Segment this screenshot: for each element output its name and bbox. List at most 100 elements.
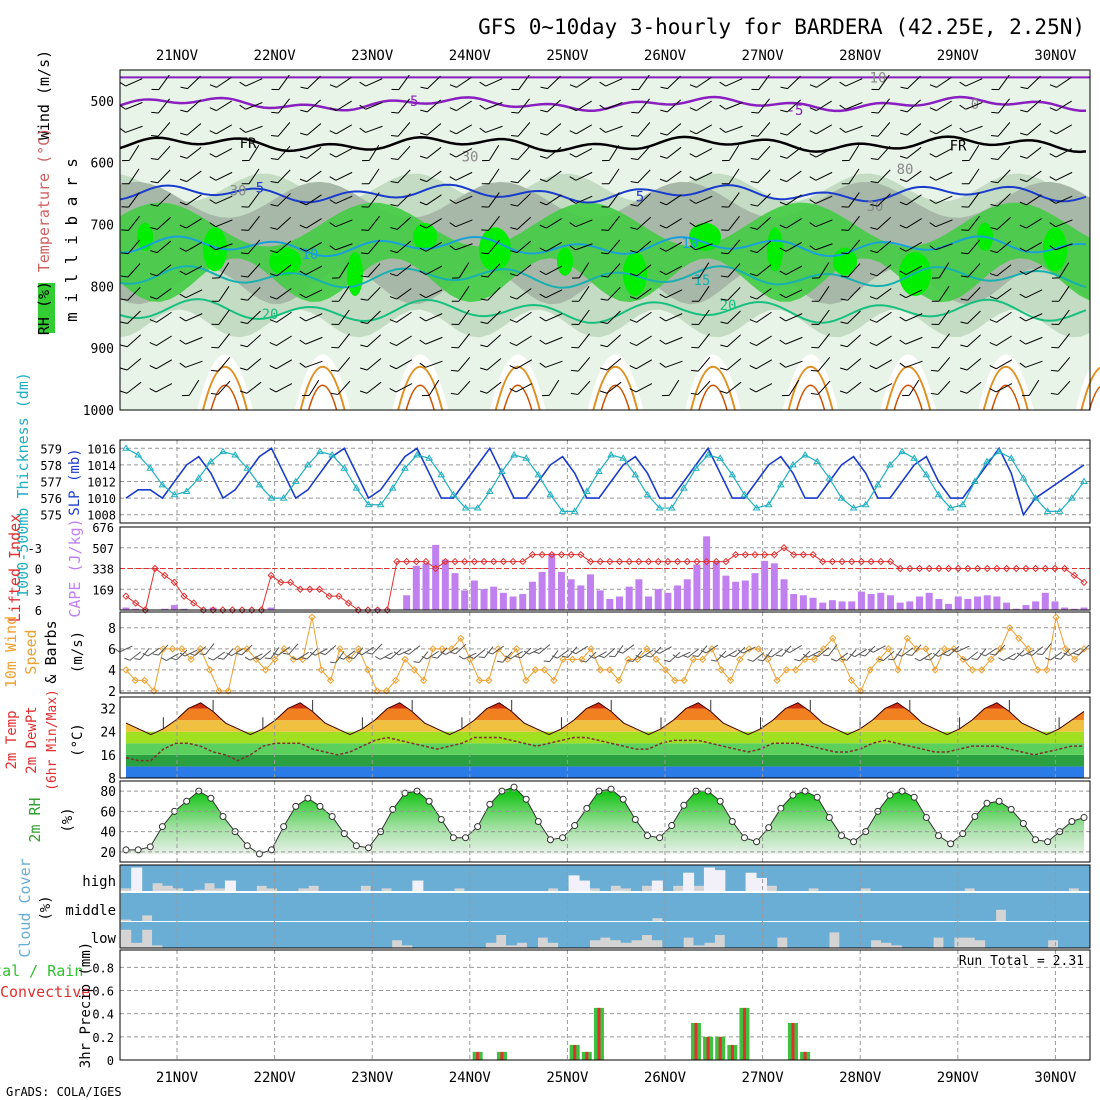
panel-frame xyxy=(119,696,1091,779)
cloud-high-bar xyxy=(1037,865,1049,891)
barb-flag xyxy=(481,183,489,185)
barb-staff xyxy=(1025,336,1043,345)
barb-staff xyxy=(1027,75,1041,89)
cloud-high-gap xyxy=(703,867,715,891)
tick-label: 16 xyxy=(100,749,116,764)
barb-flag xyxy=(840,275,849,278)
thickness-point xyxy=(558,507,567,514)
barb-flag xyxy=(630,181,638,184)
barb-flag xyxy=(960,344,968,348)
barb-flag xyxy=(839,127,846,133)
barb-staff xyxy=(695,148,713,158)
rh-point xyxy=(134,846,142,854)
li-tick: 0 xyxy=(35,563,42,577)
rh-peak xyxy=(557,247,573,276)
barb-flag xyxy=(663,659,670,663)
barb-flag xyxy=(360,321,368,325)
barb-flag xyxy=(120,275,129,278)
barb-flag xyxy=(180,86,188,90)
barb-flag xyxy=(779,293,787,299)
cape-bar xyxy=(906,601,914,610)
cloud-low-bar xyxy=(880,922,892,943)
cloud-mid-bar xyxy=(974,893,986,921)
thickness-point xyxy=(158,480,167,488)
wind-speed-point xyxy=(680,676,688,685)
barb-flag xyxy=(239,127,246,133)
cloud-high-bar xyxy=(933,865,945,891)
wind-barb xyxy=(960,263,981,278)
barb-flag xyxy=(749,273,758,277)
cape-bar xyxy=(780,579,788,610)
wind-barb xyxy=(809,171,833,181)
barb-staff xyxy=(756,335,772,346)
wind-barb xyxy=(779,360,803,368)
wind-barb xyxy=(551,649,570,659)
wind-barb xyxy=(239,381,262,394)
barb-staff xyxy=(125,102,143,110)
barb-flag xyxy=(842,159,850,162)
cloud-high-bar xyxy=(1016,865,1028,891)
li-point xyxy=(441,557,450,566)
thickness-tick: 575 xyxy=(40,509,62,523)
barb-staff xyxy=(1026,123,1042,136)
wind-barb xyxy=(989,264,1012,277)
barb-staff xyxy=(275,359,293,370)
barb-flag xyxy=(270,250,278,254)
barb-staff xyxy=(1055,243,1073,251)
cloud-high-bar xyxy=(755,865,768,878)
barb-flag xyxy=(269,365,277,370)
barb-staff xyxy=(757,169,771,184)
barb-flag xyxy=(1049,130,1057,135)
barb-staff xyxy=(278,646,291,656)
barb-flag xyxy=(486,651,493,655)
li-point xyxy=(664,557,672,566)
barb-staff xyxy=(622,644,635,654)
cloud-high-bar xyxy=(266,865,278,889)
barb-flag xyxy=(870,181,878,184)
barb-flag xyxy=(449,153,457,158)
barb-staff xyxy=(785,241,803,252)
wind-barb xyxy=(663,651,681,663)
li-point xyxy=(344,599,353,607)
rh-unit: (%) xyxy=(60,807,76,832)
cloud-high-bar xyxy=(224,865,236,881)
barb-staff xyxy=(847,239,861,255)
precip-tick: 0.4 xyxy=(92,1008,114,1022)
precip-tick: 0.6 xyxy=(92,985,114,999)
cloud-high-gap xyxy=(683,872,695,891)
barb-flag xyxy=(869,365,877,370)
barb-staff xyxy=(277,145,291,160)
li-point xyxy=(480,557,488,566)
wind-barb xyxy=(600,263,621,278)
wind-barb xyxy=(809,148,833,158)
wind-barb xyxy=(959,102,983,110)
barb-flag xyxy=(571,346,579,349)
wind-barb xyxy=(356,646,374,656)
barb-staff xyxy=(425,265,443,275)
wind-barb xyxy=(114,645,133,653)
barb-flag xyxy=(179,201,187,206)
wind-barb xyxy=(960,310,981,325)
wind-barb xyxy=(660,75,681,90)
wind-barb xyxy=(1019,241,1043,252)
barb-staff xyxy=(836,652,849,662)
li-point xyxy=(151,564,159,573)
precip-conv-bar xyxy=(476,1051,480,1060)
wind-barb xyxy=(631,98,650,114)
barb-staff xyxy=(815,195,833,204)
barb-staff xyxy=(665,289,683,299)
thickness-point xyxy=(728,470,737,478)
barb-flag xyxy=(960,252,969,255)
barb-flag xyxy=(209,176,217,181)
barb-flag xyxy=(540,109,548,113)
dry-surface-dome xyxy=(489,354,546,410)
wind-barb xyxy=(930,357,951,372)
wind-barb xyxy=(211,309,230,326)
barb-flag xyxy=(720,344,728,348)
precip-conv-bar xyxy=(597,1007,601,1060)
wind-speed-point xyxy=(559,655,567,664)
wind-barb xyxy=(775,645,792,657)
contour-label: -5 xyxy=(402,94,419,110)
barb-flag xyxy=(239,104,246,110)
wind-barb xyxy=(840,358,862,371)
